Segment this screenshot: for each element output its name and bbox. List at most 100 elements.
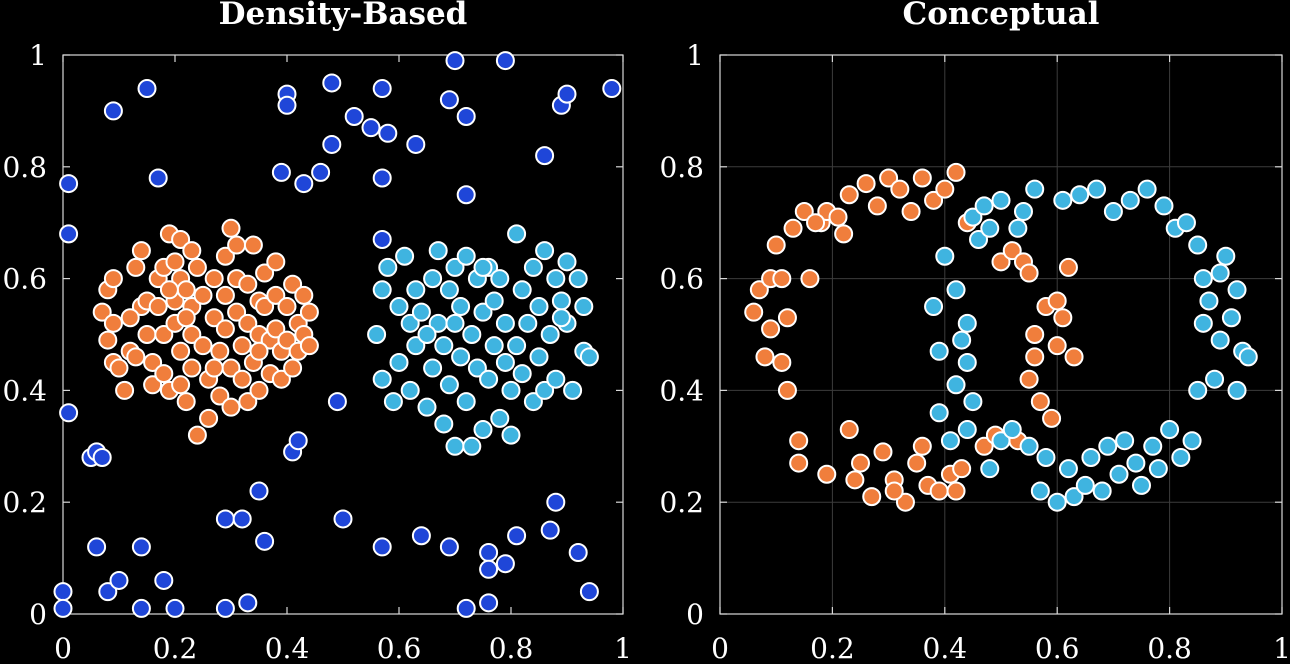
chart-panel-2: Conceptual 0 0.2 0.4 0.6 0.8 1 0 0.2 0.4 0.6 0.8 1: [659, 0, 1290, 664]
series-3: [53, 51, 622, 618]
data-point: [372, 369, 392, 389]
data-point: [215, 509, 235, 529]
y-tick-label: 0.2: [659, 486, 704, 519]
data-point: [957, 352, 977, 372]
data-point: [490, 408, 510, 428]
data-point: [546, 269, 566, 289]
data-point: [540, 520, 560, 540]
series-2: [367, 224, 599, 456]
y-tick-label: 0.4: [2, 374, 47, 407]
y-tick-label: 0.6: [659, 263, 704, 296]
data-point: [1137, 179, 1157, 199]
data-point: [210, 341, 230, 361]
data-point: [512, 364, 532, 384]
data-point: [215, 285, 235, 305]
data-point: [884, 481, 904, 501]
data-point: [59, 224, 79, 244]
data-point: [828, 207, 848, 227]
data-point: [462, 325, 482, 344]
data-point: [579, 582, 599, 602]
data-point: [1053, 190, 1073, 210]
data-point: [800, 269, 820, 289]
data-point: [1025, 325, 1045, 344]
data-point: [749, 280, 769, 300]
series-1: [92, 218, 319, 445]
data-point: [1171, 447, 1191, 467]
data-point: [109, 570, 129, 590]
data-point: [59, 403, 79, 423]
series-1: [744, 162, 1084, 512]
data-point: [817, 464, 837, 484]
data-point: [1238, 347, 1258, 367]
data-point: [249, 341, 269, 361]
data-point: [176, 392, 196, 412]
data-point: [1193, 269, 1213, 289]
data-point: [789, 453, 809, 473]
data-point: [755, 347, 775, 367]
data-point: [137, 325, 157, 344]
data-point: [783, 218, 803, 238]
data-point: [501, 425, 521, 445]
data-point: [523, 392, 543, 412]
x-tick-label: 0.6: [377, 632, 422, 664]
data-point: [456, 246, 476, 266]
y-tick-label: 0: [686, 598, 704, 631]
data-point: [1148, 459, 1168, 479]
data-point: [1019, 369, 1039, 389]
data-point: [406, 134, 426, 154]
data-point: [1047, 492, 1067, 512]
data-point: [479, 369, 499, 389]
data-point: [946, 280, 966, 300]
data-point: [456, 392, 476, 412]
y-tick-label: 0.8: [659, 151, 704, 184]
data-point: [283, 358, 303, 378]
data-point: [249, 380, 269, 400]
data-point: [473, 420, 493, 440]
data-point: [299, 336, 319, 356]
data-point: [484, 336, 504, 356]
data-point: [495, 51, 515, 71]
data-point: [148, 168, 168, 188]
data-point: [766, 235, 786, 255]
data-point: [238, 392, 258, 412]
data-point: [794, 202, 814, 222]
data-point: [451, 347, 471, 367]
data-point: [1092, 481, 1112, 501]
data-point: [1002, 241, 1022, 261]
data-point: [940, 431, 960, 451]
data-point: [1160, 420, 1180, 440]
data-point: [777, 308, 797, 328]
data-point: [1210, 263, 1230, 283]
data-point: [980, 459, 1000, 479]
data-point: [171, 341, 191, 361]
data-point: [969, 229, 989, 249]
data-point: [507, 224, 527, 244]
data-point: [535, 146, 555, 166]
data-point: [772, 269, 792, 289]
data-point: [1025, 347, 1045, 367]
data-point: [98, 582, 118, 602]
data-point: [53, 582, 73, 602]
data-point: [288, 431, 308, 451]
data-point: [462, 436, 482, 456]
data-point: [299, 302, 319, 322]
data-point: [115, 380, 135, 400]
data-point: [957, 420, 977, 440]
data-point: [131, 537, 151, 557]
data-point: [1109, 464, 1129, 484]
data-point: [98, 330, 118, 350]
data-point: [777, 380, 797, 400]
data-point: [946, 162, 966, 182]
data-point: [176, 280, 196, 300]
data-point: [873, 442, 893, 462]
data-point: [249, 481, 269, 501]
data-point: [1058, 257, 1078, 277]
data-point: [1098, 436, 1118, 456]
data-point: [277, 330, 297, 350]
data-point: [372, 537, 392, 557]
data-point: [1064, 487, 1084, 507]
data-point: [439, 90, 459, 110]
data-point: [238, 313, 258, 333]
data-point: [417, 397, 437, 417]
data-point: [1047, 336, 1067, 356]
